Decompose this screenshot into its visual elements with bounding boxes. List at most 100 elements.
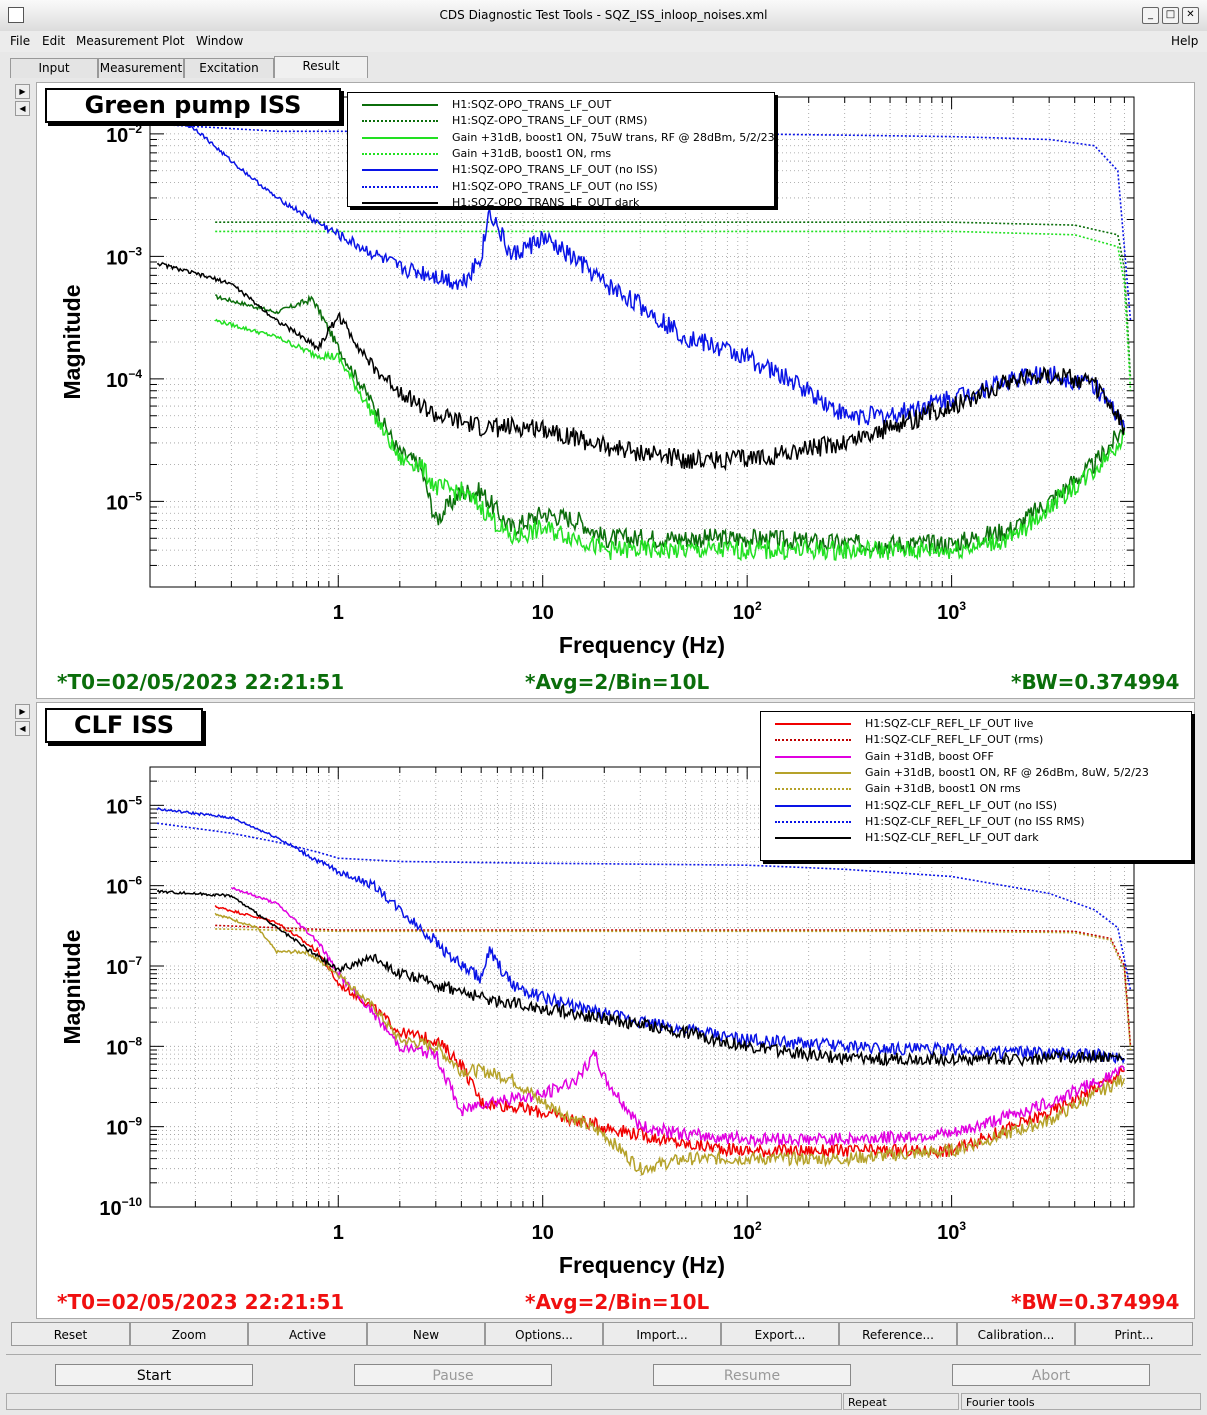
legend-label: Gain +31dB, boost1 ON, 75uW trans, RF @ … <box>452 130 775 144</box>
maximize-icon[interactable]: □ <box>1162 7 1179 24</box>
tab-measurement[interactable]: Measurement <box>98 58 184 78</box>
legend[interactable]: H1:SQZ-OPO_TRANS_LF_OUT H1:SQZ-OPO_TRANS_… <box>347 92 775 209</box>
pad-next-icon[interactable]: ▶ <box>15 84 30 99</box>
x-tick-label: 103 <box>937 1219 966 1244</box>
x-tick-label: 102 <box>733 599 762 624</box>
legend-label: Gain +31dB, boost OFF <box>865 749 994 763</box>
legend-swatch <box>362 104 438 106</box>
y-tick-label: 10−7 <box>106 954 142 979</box>
abort-button[interactable]: Abort <box>952 1364 1150 1386</box>
calibration-button[interactable]: Calibration... <box>957 1322 1075 1346</box>
series-line <box>230 886 1126 1149</box>
menu-window[interactable]: Window <box>196 34 244 48</box>
tab-excitation[interactable]: Excitation <box>184 58 274 78</box>
legend-entry[interactable]: Gain +31dB, boost1 ON, RF @ 26dBm, 8uW, … <box>761 765 1191 781</box>
pad-next-icon[interactable]: ▶ <box>15 704 30 719</box>
plot-pad-bottom[interactable]: 1 10 102 103 10−5 10−6 10−7 10−8 10−9 10−10 Freque… <box>36 702 1195 1319</box>
tab-result[interactable]: Result <box>274 56 368 78</box>
menu-plot[interactable]: Plot <box>162 34 185 48</box>
chart-1: 1 10 102 103 10−5 10−6 10−7 10−8 10−9 10−10 Freque… <box>59 766 1135 1278</box>
legend[interactable]: H1:SQZ-CLF_REFL_LF_OUT live H1:SQZ-CLF_RE… <box>760 711 1192 861</box>
pad-prev-icon[interactable]: ◀ <box>15 721 30 736</box>
plot-pad-top[interactable]: 1 10 102 103 10−2 10−3 10−4 10−5 Frequency (Hz) M… <box>36 82 1195 699</box>
active-button[interactable]: Active <box>248 1322 367 1346</box>
x-axis-label: Frequency (Hz) <box>559 1252 725 1278</box>
legend-swatch <box>362 136 438 139</box>
status-fourier: Fourier tools <box>961 1393 1201 1410</box>
plot-title: CLF ISS <box>45 708 203 743</box>
legend-entry[interactable]: Gain +31dB, boost1 ON, rms <box>348 146 774 162</box>
legend-entry[interactable]: Gain +31dB, boost1 ON rms <box>761 781 1191 797</box>
plot-canvas-bottom[interactable]: 1 10 102 103 10−5 10−6 10−7 10−8 10−9 10−10 Freque… <box>37 703 1194 1318</box>
options-button[interactable]: Options... <box>485 1322 603 1346</box>
print-button[interactable]: Print... <box>1075 1322 1193 1346</box>
legend-entry[interactable]: Gain +31dB, boost OFF <box>761 749 1191 765</box>
plot-button-row: Reset Zoom Active New Options... Import.… <box>11 1322 1193 1346</box>
pad-prev-icon[interactable]: ◀ <box>15 101 30 116</box>
close-icon[interactable]: ✕ <box>1182 7 1199 24</box>
start-button[interactable]: Start <box>55 1364 253 1386</box>
import-button[interactable]: Import... <box>603 1322 721 1346</box>
menu-bar: File Edit Measurement Plot Window Help <box>0 31 1207 52</box>
series-line <box>214 905 1125 1159</box>
series-line <box>214 318 1126 562</box>
legend-entry[interactable]: H1:SQZ-OPO_TRANS_LF_OUT (no ISS) <box>348 162 774 178</box>
y-tick-label: 10−10 <box>99 1195 142 1220</box>
menu-measurement[interactable]: Measurement <box>76 34 159 48</box>
reset-button[interactable]: Reset <box>11 1322 130 1346</box>
reference-button[interactable]: Reference... <box>839 1322 957 1346</box>
resume-button[interactable]: Resume <box>653 1364 851 1386</box>
legend-label: H1:SQZ-OPO_TRANS_LF_OUT (no ISS) <box>452 179 658 193</box>
legend-swatch <box>775 739 851 742</box>
legend-entry[interactable]: H1:SQZ-OPO_TRANS_LF_OUT (no ISS) <box>348 179 774 195</box>
x-tick-label: 10 <box>532 1222 554 1244</box>
menu-edit[interactable]: Edit <box>42 34 66 48</box>
legend-entry[interactable]: H1:SQZ-CLF_REFL_LF_OUT dark <box>761 830 1191 846</box>
legend-entry[interactable]: H1:SQZ-CLF_REFL_LF_OUT (rms) <box>761 732 1191 748</box>
legend-entry[interactable]: H1:SQZ-OPO_TRANS_LF_OUT dark <box>348 195 774 211</box>
menu-file[interactable]: File <box>10 34 31 48</box>
legend-entry[interactable]: Gain +31dB, boost1 ON, 75uW trans, RF @ … <box>348 130 775 146</box>
legend-entry[interactable]: H1:SQZ-CLF_REFL_LF_OUT (no ISS) <box>761 798 1191 814</box>
y-tick-label: 10−9 <box>106 1115 142 1140</box>
legend-swatch <box>775 723 851 725</box>
series-line <box>157 262 1126 472</box>
legend-label: H1:SQZ-CLF_REFL_LF_OUT live <box>865 717 1034 730</box>
new-button[interactable]: New <box>367 1322 485 1346</box>
legend-swatch <box>775 771 851 774</box>
y-tick-label: 10−6 <box>106 874 142 899</box>
pause-button[interactable]: Pause <box>354 1364 552 1386</box>
x-tick-label: 103 <box>937 599 966 624</box>
legend-label: H1:SQZ-CLF_REFL_LF_OUT (no ISS) <box>865 798 1057 812</box>
plot-title: Green pump ISS <box>45 88 341 123</box>
menu-help[interactable]: Help <box>1171 34 1199 48</box>
legend-swatch <box>362 185 438 188</box>
legend-label: H1:SQZ-CLF_REFL_LF_OUT (no ISS RMS) <box>865 814 1085 828</box>
legend-label: H1:SQZ-OPO_TRANS_LF_OUT (no ISS) <box>452 163 658 177</box>
status-main <box>6 1393 842 1410</box>
legend-swatch <box>362 152 438 155</box>
legend-entry[interactable]: H1:SQZ-CLF_REFL_LF_OUT live <box>761 716 1191 732</box>
x-tick-label: 10 <box>532 602 554 624</box>
series-line <box>215 294 1126 556</box>
y-tick-label: 10−4 <box>106 367 142 392</box>
series-line <box>215 221 1132 379</box>
legend-entry[interactable]: H1:SQZ-OPO_TRANS_LF_OUT (RMS) <box>348 113 774 129</box>
legend-label: H1:SQZ-CLF_REFL_LF_OUT dark <box>865 831 1039 845</box>
export-button[interactable]: Export... <box>721 1322 839 1346</box>
legend-entry[interactable]: H1:SQZ-CLF_REFL_LF_OUT (no ISS RMS) <box>761 814 1191 830</box>
minimize-icon[interactable]: _ <box>1142 7 1159 24</box>
series-line <box>215 230 1132 391</box>
window-title: CDS Diagnostic Test Tools - SQZ_ISS_inlo… <box>439 8 768 22</box>
x-tick-label: 1 <box>333 602 344 624</box>
zoom-button[interactable]: Zoom <box>130 1322 248 1346</box>
x-tick-label: 102 <box>733 1219 762 1244</box>
series-group <box>156 807 1132 1176</box>
plot-frame <box>149 766 1135 1208</box>
legend-label: H1:SQZ-CLF_REFL_LF_OUT (rms) <box>865 733 1044 747</box>
series-line <box>215 928 1132 1051</box>
legend-swatch <box>775 820 851 823</box>
tab-input[interactable]: Input <box>10 58 98 78</box>
legend-entry[interactable]: H1:SQZ-OPO_TRANS_LF_OUT <box>348 97 774 113</box>
footer-t0: *T0=02/05/2023 22:21:51 <box>57 670 345 694</box>
